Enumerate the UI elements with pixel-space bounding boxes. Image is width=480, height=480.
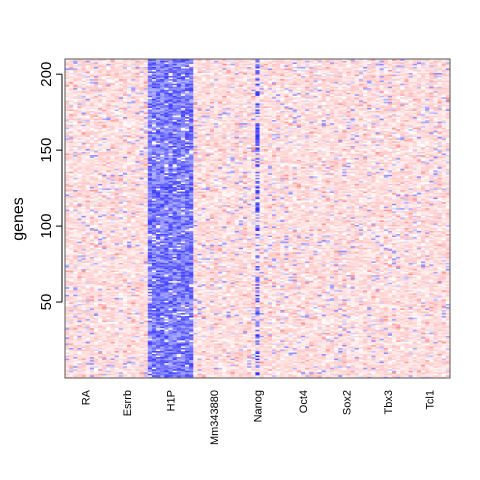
heatmap-cells: [65, 59, 450, 378]
